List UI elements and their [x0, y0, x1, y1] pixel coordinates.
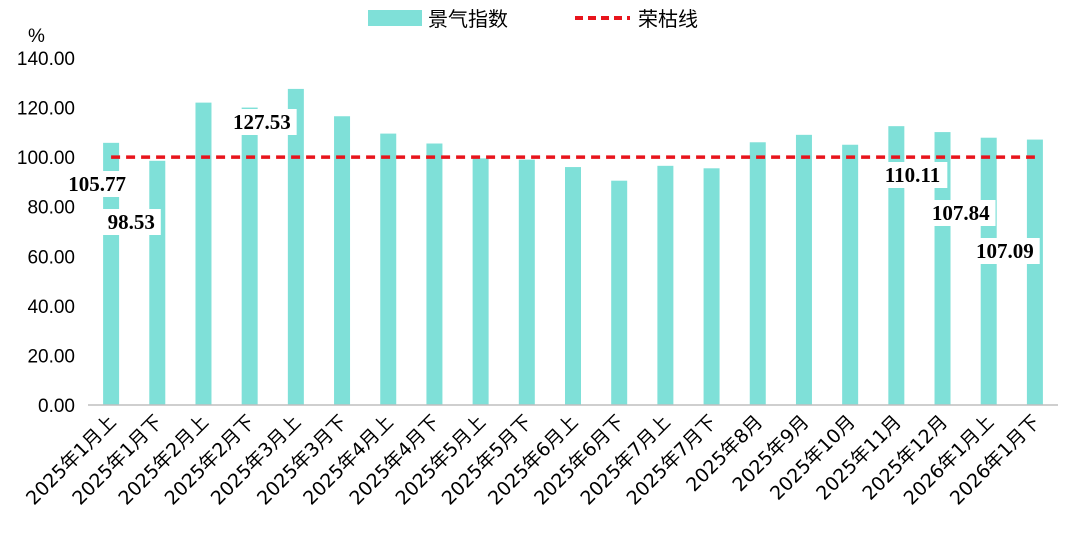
data-label: 107.09 [976, 239, 1034, 263]
data-label-background [970, 238, 1040, 264]
y-tick-label: 80.00 [27, 198, 75, 219]
bar [749, 142, 766, 405]
y-tick-label: 100.00 [17, 148, 75, 169]
bar [980, 137, 997, 405]
y-axis: 0.00 20.00 40.00 60.00 80.00 100.00 120.00 140.… [17, 49, 75, 417]
bar [195, 102, 212, 405]
data-label-background [877, 162, 948, 188]
y-tick-label: 20.00 [27, 346, 75, 367]
legend-swatch-index [368, 10, 422, 26]
data-labels: 105.77 98.53 127.53 110.11 107.84 107.09 [62, 109, 1040, 264]
bar [795, 134, 812, 406]
bar [565, 167, 581, 405]
bar [380, 133, 397, 405]
bars [103, 88, 1043, 406]
data-label: 110.11 [885, 163, 940, 187]
data-label: 127.53 [233, 110, 291, 134]
bar [287, 88, 304, 406]
data-label: 107.84 [932, 201, 990, 225]
bar [657, 165, 674, 405]
y-tick-label: 140.00 [17, 49, 75, 70]
y-tick-label: 60.00 [27, 247, 75, 268]
bar [103, 142, 120, 406]
bar [472, 158, 489, 405]
data-label-background [101, 209, 161, 235]
bar [611, 180, 628, 405]
data-label-background [227, 109, 297, 135]
y-tick-label: 40.00 [27, 297, 75, 318]
bar [888, 126, 905, 406]
y-tick-label: 0.00 [38, 396, 75, 417]
data-label-background [62, 171, 132, 197]
legend-label-index: 景气指数 [428, 7, 508, 31]
bar [334, 116, 351, 405]
legend-label-threshold: 荣枯线 [638, 7, 698, 31]
bar [518, 159, 535, 405]
data-label: 105.77 [68, 172, 126, 196]
data-label: 98.53 [108, 210, 155, 234]
bar [426, 143, 443, 405]
y-tick-label: 120.00 [17, 99, 75, 120]
y-axis-unit: % [28, 26, 45, 47]
bar [842, 144, 859, 405]
legend: 景气指数 荣枯线 [368, 7, 698, 31]
bar [241, 107, 258, 406]
data-label-background [925, 200, 996, 226]
bar [703, 168, 720, 405]
x-axis: 2025年1月上2025年1月下2025年2月上2025年2月下2025年3月上… [22, 411, 1044, 510]
bar [149, 160, 166, 405]
bar [1026, 139, 1043, 406]
